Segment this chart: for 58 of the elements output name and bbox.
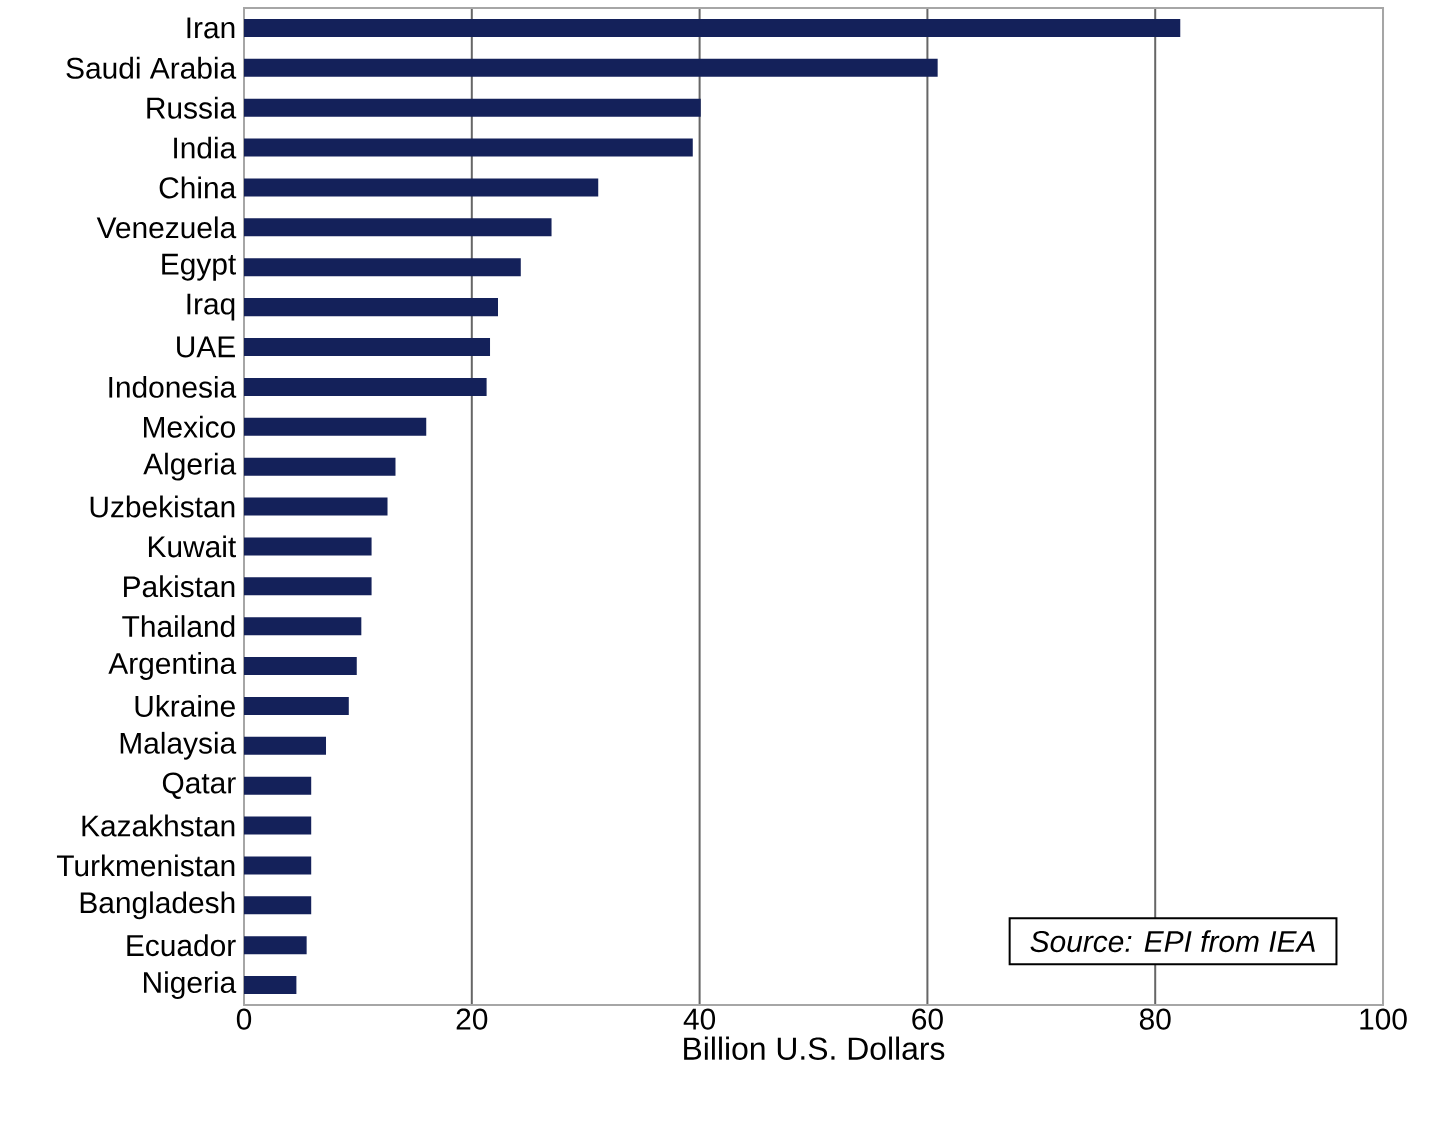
- y-tick-label: UAE: [177, 336, 235, 358]
- bar: [244, 338, 491, 356]
- y-tick-label: Egypt: [162, 253, 236, 281]
- y-tick-label: Iran: [187, 17, 235, 39]
- bar: [244, 298, 498, 317]
- y-tick-label: Thailand: [122, 615, 235, 638]
- bar: [244, 936, 307, 955]
- annotation: Source: EPI from IEA: [1030, 930, 1315, 953]
- y-tick-label: Kazakhstan: [82, 814, 235, 837]
- bar: [244, 457, 396, 476]
- bar: [244, 417, 427, 436]
- y-tick-label: Kuwait: [148, 535, 236, 558]
- y-tick-label: Ukraine: [135, 694, 235, 717]
- y-tick-label: Iraq: [187, 293, 235, 321]
- y-tick-label: Russia: [147, 96, 237, 119]
- bar: [244, 537, 372, 556]
- bar: [244, 178, 599, 197]
- y-tick-label: Indonesia: [109, 375, 237, 398]
- bar: [244, 18, 1181, 37]
- bar: [244, 497, 388, 516]
- bar: [244, 976, 297, 995]
- bar: [244, 258, 521, 277]
- x-tick-label: 0: [236, 1008, 252, 1030]
- bar: [244, 776, 312, 795]
- y-tick-label: Saudi Arabia: [66, 56, 237, 79]
- bar: [244, 816, 312, 835]
- bar: [244, 98, 701, 117]
- y-tick-label: China: [159, 176, 237, 199]
- x-axis-title: Billion U.S. Dollars: [684, 1036, 945, 1060]
- y-tick-label: Malaysia: [120, 731, 237, 760]
- bar: [244, 58, 938, 77]
- bar: [244, 896, 312, 915]
- y-tick-label: India: [174, 136, 237, 159]
- y-tick-label: Pakistan: [124, 575, 235, 598]
- y-tick-label: Ecuador: [127, 934, 236, 957]
- y-tick-label: Argentina: [108, 652, 237, 680]
- x-tick-label: 60: [912, 1008, 943, 1030]
- x-tick-label: 20: [456, 1008, 488, 1030]
- bar: [244, 696, 349, 715]
- bar: [244, 377, 487, 396]
- bar: [244, 736, 327, 755]
- y-tick-label: Turkmenistan: [56, 854, 235, 877]
- bar: [244, 617, 362, 636]
- y-tick-label: Bangladesh: [80, 891, 235, 920]
- bar: [244, 577, 372, 596]
- bar: [244, 218, 552, 237]
- x-tick-label: 100: [1360, 1008, 1407, 1030]
- y-tick-label: Uzbekistan: [90, 495, 235, 518]
- bar: [244, 138, 693, 157]
- y-tick-label: Algeria: [143, 452, 237, 481]
- y-tick-label: Nigeria: [144, 971, 237, 999]
- bar: [244, 856, 312, 875]
- x-tick-label: 40: [683, 1008, 716, 1030]
- y-tick-label: Venezuela: [96, 216, 237, 239]
- bar: [244, 657, 357, 676]
- y-tick-label: Qatar: [162, 772, 236, 799]
- x-tick-label: 80: [1139, 1008, 1171, 1030]
- y-tick-label: Mexico: [144, 415, 235, 438]
